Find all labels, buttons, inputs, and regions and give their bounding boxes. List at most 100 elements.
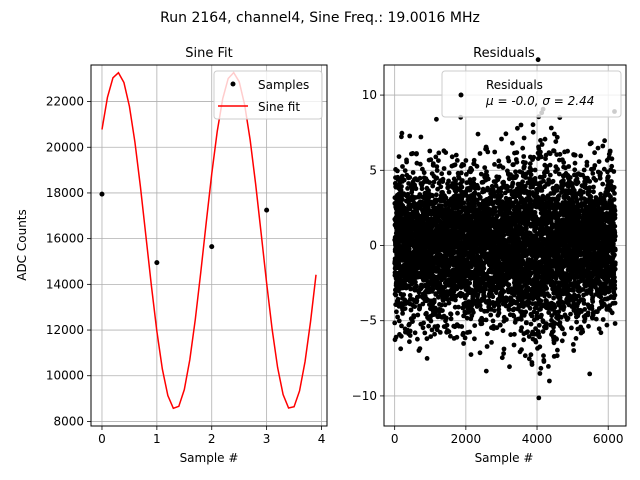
residual-point <box>477 151 483 156</box>
residual-point <box>551 340 557 346</box>
residual-point <box>417 175 423 181</box>
sine-fit-xtick-label: 3 <box>263 432 271 446</box>
residual-point <box>522 353 528 359</box>
residual-point <box>496 174 502 180</box>
residual-point <box>553 139 559 145</box>
residual-point <box>402 168 408 174</box>
residual-point <box>438 184 444 190</box>
sine-fit-ytick-label: 18000 <box>46 186 84 200</box>
residual-point <box>424 336 430 342</box>
residual-point <box>475 292 481 297</box>
residual-point <box>410 170 416 175</box>
residual-point <box>511 342 517 348</box>
sine-fit-ytick-label: 12000 <box>46 323 84 337</box>
residual-point <box>442 302 448 308</box>
residual-point <box>521 164 527 170</box>
residual-point <box>458 170 464 176</box>
residual-point <box>546 364 551 369</box>
residual-point <box>402 306 408 311</box>
residual-point <box>527 305 533 311</box>
residual-point <box>460 178 465 183</box>
residual-point <box>395 168 400 174</box>
sine-fit-xtick-label: 4 <box>318 432 326 446</box>
residual-point <box>407 293 413 298</box>
residual-point <box>499 355 505 361</box>
residual-point <box>439 302 444 308</box>
residual-point <box>532 167 538 173</box>
residual-point <box>399 184 404 189</box>
residual-point <box>477 303 483 308</box>
residual-point <box>412 304 418 309</box>
residual-point <box>524 320 529 325</box>
residual-point <box>411 313 417 318</box>
residual-point <box>446 263 452 269</box>
residual-point <box>514 173 519 179</box>
residual-point <box>398 188 404 193</box>
residual-point <box>396 318 402 324</box>
residual-point <box>480 317 486 323</box>
residual-point <box>501 346 507 352</box>
residual-point <box>417 161 423 167</box>
residual-point <box>392 320 398 326</box>
residual-point <box>501 351 506 356</box>
residual-point <box>474 163 480 169</box>
residual-point <box>529 313 535 319</box>
sine-fit-ytick-label: 16000 <box>46 232 84 246</box>
residual-point <box>561 304 567 310</box>
residual-point <box>492 205 498 211</box>
sine-fit-axes-frame <box>90 64 328 427</box>
residual-point <box>475 131 481 137</box>
residual-point <box>446 329 452 334</box>
residual-point <box>541 178 546 184</box>
sine-fit-xtick-label: 1 <box>153 432 161 446</box>
residuals-ytick-label: 0 <box>369 239 377 253</box>
residual-point <box>501 289 507 294</box>
residual-point <box>543 325 549 331</box>
residual-point <box>421 170 427 176</box>
residual-point <box>555 185 561 190</box>
residual-point <box>566 164 572 169</box>
sine-fit-title: Sine Fit <box>185 46 232 61</box>
legend-samples-label: Samples <box>258 78 309 92</box>
residual-point <box>525 329 530 335</box>
residual-point <box>471 176 477 182</box>
figure-suptitle: Run 2164, channel4, Sine Freq.: 19.0016 … <box>160 10 480 26</box>
residual-point <box>472 203 477 209</box>
residual-point <box>407 175 413 180</box>
residual-point <box>434 175 440 181</box>
residual-point <box>421 320 426 326</box>
residual-point <box>499 193 504 198</box>
residual-point <box>542 136 548 142</box>
residual-point <box>477 194 483 200</box>
residual-point <box>436 150 442 156</box>
residual-point <box>482 294 487 299</box>
residual-point <box>551 295 556 301</box>
residual-point <box>400 197 405 203</box>
residual-point <box>514 150 520 156</box>
residual-point <box>414 283 419 289</box>
residual-point <box>544 286 549 291</box>
sine-fit-ticks: 0 1 2 3 480001000012000140001600018000200002… <box>46 95 326 446</box>
residual-point <box>496 303 502 309</box>
residual-point <box>532 176 538 181</box>
residual-point <box>393 292 399 298</box>
residual-point <box>530 122 536 128</box>
residual-point <box>506 176 512 182</box>
residual-point <box>432 331 437 337</box>
residual-point <box>503 131 509 137</box>
residual-point <box>448 316 454 322</box>
residual-point <box>444 322 450 328</box>
residual-point <box>467 329 472 335</box>
residual-point <box>554 353 560 359</box>
sine-fit-ylabel: ADC Counts <box>15 209 29 281</box>
residual-point <box>523 175 529 180</box>
residual-point <box>528 197 533 202</box>
sample-point <box>209 244 215 250</box>
residual-point <box>453 152 459 158</box>
residual-point <box>532 210 538 215</box>
residual-point <box>468 352 474 357</box>
residual-point <box>481 290 487 295</box>
